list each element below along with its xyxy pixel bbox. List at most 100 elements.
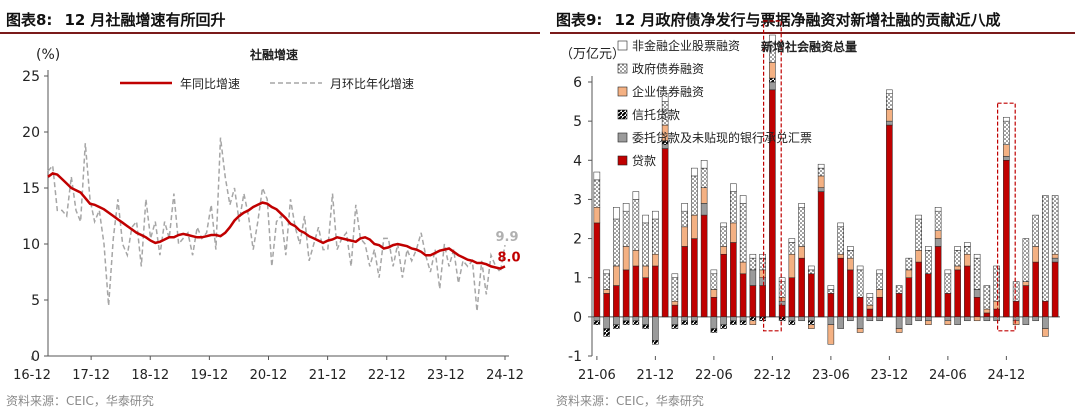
bar-segment-corp (886, 109, 893, 122)
bar-segment-entrust (817, 187, 825, 192)
bar-segment-loan (876, 297, 883, 318)
bar-segment-gov (837, 226, 844, 255)
bar-segment-gov (730, 191, 737, 224)
bar-segment-entrust (661, 144, 669, 149)
left-title-rule (0, 32, 540, 34)
bar-segment-corp (973, 316, 981, 322)
bar-segment-corp (788, 253, 796, 278)
bar-segment-entrust (876, 316, 883, 322)
bar-segment-entrust (730, 316, 737, 322)
bar-segment-other (603, 269, 610, 275)
bar-segment-loan (710, 297, 718, 318)
bar-segment-loan (700, 214, 708, 318)
bar-segment-other (778, 277, 786, 282)
right-figure-label: 图表9: (556, 11, 603, 29)
bar-segment-loan (895, 293, 903, 318)
right-legend-swatch-other (617, 40, 628, 51)
bar-segment-entrust (1051, 257, 1059, 263)
bar-segment-entrust (778, 300, 786, 306)
bar-segment-gov (964, 246, 971, 255)
bar-segment-other (710, 269, 718, 275)
highlight-frame (997, 102, 1016, 332)
right-x-tick-label: 24-06 (929, 368, 967, 383)
bar-segment-trust (652, 340, 659, 345)
bar-segment-gov (934, 210, 942, 231)
bar-segment-other (739, 195, 747, 204)
right-legend-swatch-entrust (617, 132, 628, 143)
bar-segment-other (817, 163, 825, 169)
right-legend-label-entrust: 委托贷款及未贴现的银行承兑汇票 (632, 130, 812, 145)
bar-segment-gov (886, 93, 893, 110)
bar-segment-corp (603, 289, 610, 294)
bar-segment-corp (798, 246, 805, 259)
left-x-tick-label: 24-12 (486, 368, 524, 383)
right-legend-label-other: 非金融企业股票融资 (632, 38, 740, 53)
bar-segment-trust (632, 320, 640, 325)
right-x-tick-label: 22-06 (695, 368, 733, 383)
bar-segment-trust (593, 320, 601, 325)
left-figure-label: 图表8: (6, 11, 53, 29)
bar-segment-loan (1022, 285, 1030, 318)
bar-segment-entrust (700, 203, 708, 216)
bar-segment-loan (622, 269, 630, 318)
bar-segment-entrust (1032, 316, 1039, 322)
bar-segment-entrust (798, 316, 805, 322)
bar-segment-entrust (759, 277, 766, 286)
bar-segment-gov (983, 285, 991, 310)
bar-segment-loan (1042, 300, 1049, 318)
bar-segment-loan (866, 308, 874, 318)
bar-segment-gov (759, 257, 766, 271)
bar-segment-loan (769, 89, 776, 318)
bar-segment-trust (681, 320, 688, 325)
bar-segment-trust (788, 320, 796, 325)
bar-segment-other (1003, 116, 1010, 122)
bar-segment-other (700, 160, 708, 169)
bar-segment-trust (720, 324, 727, 329)
left-figure-panel: 图表8: 12 月社融增速有所回升 0 5 10 15 20 25 (%) 16-12 17-12… (0, 11, 540, 408)
bar-segment-corp (925, 320, 932, 325)
bar-segment-other (856, 265, 864, 271)
bar-segment-corp (876, 289, 883, 298)
bar-segment-entrust (886, 120, 893, 126)
bar-segment-corp (905, 269, 913, 278)
bar-segment-gov (944, 273, 952, 294)
right-legend-swatch-trust (617, 109, 628, 120)
bar-segment-entrust (1012, 316, 1020, 322)
bar-segment-other (973, 253, 981, 259)
right-x-tick-label: 24-12 (987, 368, 1025, 383)
bar-segment-entrust (720, 316, 727, 325)
bar-segment-corp (983, 308, 991, 314)
right-total-label: 新增社会融资总量 (761, 39, 857, 54)
bar-segment-loan (905, 277, 913, 318)
bar-segment-corp (1022, 281, 1030, 286)
bar-segment-gov (652, 218, 659, 255)
left-legend-label-yoy: 年同比增速 (180, 77, 240, 91)
bar-segment-gov (1022, 238, 1030, 282)
bar-segment-corp (944, 320, 952, 325)
bar-segment-corp (593, 207, 601, 224)
bar-segment-gov (817, 167, 825, 177)
right-legend-label-corp: 企业债券融资 (632, 84, 704, 99)
bar-segment-corp (895, 328, 903, 333)
left-x-tick-label: 18-12 (131, 368, 169, 383)
bar-segment-loan (593, 222, 601, 318)
bar-segment-gov (993, 265, 1000, 302)
bar-segment-loan (1032, 261, 1039, 318)
bar-segment-entrust (749, 269, 757, 286)
bar-segment-trust (642, 324, 649, 329)
bar-segment-trust (710, 328, 718, 333)
bar-segment-entrust (671, 316, 679, 325)
right-y-tick-label: 5 (573, 114, 582, 130)
bar-segment-other (681, 203, 688, 212)
bar-segment-other (798, 203, 805, 208)
bar-segment-corp (847, 257, 854, 271)
bar-segment-loan (613, 285, 620, 318)
bar-segment-corp (808, 324, 815, 329)
bar-segment-other (671, 273, 679, 278)
bar-segment-other (652, 210, 659, 220)
bar-segment-loan (886, 124, 893, 318)
bar-segment-entrust (847, 316, 854, 322)
bar-segment-corp (759, 269, 766, 278)
bar-segment-loan (993, 308, 1000, 318)
bar-segment-corp (934, 230, 942, 239)
